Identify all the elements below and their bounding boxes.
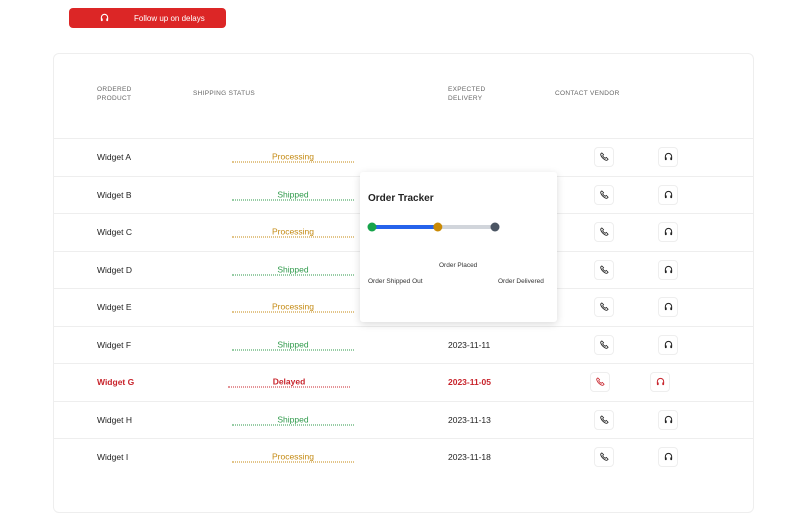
step-dot-start <box>367 222 377 232</box>
headphones-icon <box>664 298 673 316</box>
status-badge[interactable]: Processing <box>232 302 354 313</box>
headphones-icon <box>664 336 673 354</box>
phone-icon <box>595 373 605 391</box>
tracker-title: Order Tracker <box>368 193 434 204</box>
step-label: Order Placed <box>439 262 478 269</box>
phone-icon <box>599 148 609 166</box>
product-name: Widget D <box>97 264 132 275</box>
headphones-icon <box>664 448 673 466</box>
support-vendor-button[interactable] <box>658 222 678 243</box>
headphones-icon <box>664 411 673 429</box>
support-vendor-button[interactable] <box>658 259 678 280</box>
phone-icon <box>599 298 609 316</box>
status-badge[interactable]: Shipped <box>232 414 354 426</box>
table-row: Widget H Shipped 2023-11-13 <box>53 400 754 439</box>
headphones-icon <box>664 223 673 241</box>
status-badge[interactable]: Shipped <box>232 264 354 276</box>
product-name: Widget C <box>97 227 132 238</box>
product-name: Widget H <box>97 414 132 425</box>
call-vendor-button[interactable] <box>594 147 614 168</box>
call-vendor-button[interactable] <box>594 259 614 280</box>
call-vendor-button[interactable] <box>594 184 614 205</box>
product-name: Widget F <box>97 339 132 350</box>
phone-icon <box>599 336 609 354</box>
call-vendor-button[interactable] <box>594 297 614 318</box>
product-name: Widget A <box>97 152 132 163</box>
tracker-progress <box>367 222 500 232</box>
expected-date: 2023-11-13 <box>448 414 491 425</box>
follow-up-delays-button[interactable]: Follow up on delays <box>69 8 226 28</box>
table-row: Widget G Delayed 2023-11-05 <box>53 363 754 401</box>
phone-icon <box>599 223 609 241</box>
support-vendor-button[interactable] <box>650 372 670 393</box>
headphones-icon <box>656 373 665 391</box>
headphones-icon <box>664 261 673 279</box>
header-contact-vendor: Contact Vendor <box>555 90 620 97</box>
step-label: Order Shipped Out <box>368 278 423 285</box>
product-name: Widget E <box>97 302 132 313</box>
phone-icon <box>599 411 609 429</box>
table-row: Widget A Processing <box>53 138 754 176</box>
headphones-icon <box>664 148 673 166</box>
table-row: Widget I Processing 2023-11-18 <box>53 438 754 476</box>
support-vendor-button[interactable] <box>658 334 678 355</box>
product-name: Widget I <box>97 452 129 463</box>
expected-date: 2023-11-11 <box>448 339 491 350</box>
product-name: Widget G <box>97 377 135 388</box>
call-vendor-button[interactable] <box>594 334 614 355</box>
status-badge[interactable]: Delayed <box>228 377 350 388</box>
phone-icon <box>599 448 609 466</box>
header-ordered-product: Ordered Product <box>97 86 132 102</box>
headphones-icon <box>100 13 109 22</box>
headphones-icon <box>664 186 673 204</box>
follow-up-label: Follow up on delays <box>134 14 205 23</box>
call-vendor-button[interactable] <box>590 372 610 393</box>
step-label: Order Delivered <box>498 278 544 285</box>
phone-icon <box>599 186 609 204</box>
support-vendor-button[interactable] <box>658 184 678 205</box>
product-name: Widget B <box>97 189 132 200</box>
support-vendor-button[interactable] <box>658 297 678 318</box>
status-badge[interactable]: Shipped <box>232 339 354 351</box>
expected-date: 2023-11-05 <box>448 377 492 388</box>
status-badge[interactable]: Processing <box>232 152 354 163</box>
step-dot-end <box>490 222 500 232</box>
support-vendor-button[interactable] <box>658 447 678 468</box>
table-row: Widget F Shipped 2023-11-11 <box>53 325 754 364</box>
support-vendor-button[interactable] <box>658 147 678 168</box>
status-badge[interactable]: Processing <box>232 227 354 238</box>
phone-icon <box>599 261 609 279</box>
order-tracker-popover: Order Tracker Order Placed Order Shipped… <box>360 172 557 322</box>
support-vendor-button[interactable] <box>658 409 678 430</box>
call-vendor-button[interactable] <box>594 447 614 468</box>
header-shipping-status: Shipping Status <box>193 90 256 97</box>
call-vendor-button[interactable] <box>594 222 614 243</box>
status-badge[interactable]: Shipped <box>232 189 354 201</box>
expected-date: 2023-11-18 <box>448 452 491 463</box>
step-dot-current <box>433 222 443 232</box>
call-vendor-button[interactable] <box>594 409 614 430</box>
status-badge[interactable]: Processing <box>232 452 354 463</box>
header-expected-delivery: Expected Delivery <box>448 86 486 102</box>
